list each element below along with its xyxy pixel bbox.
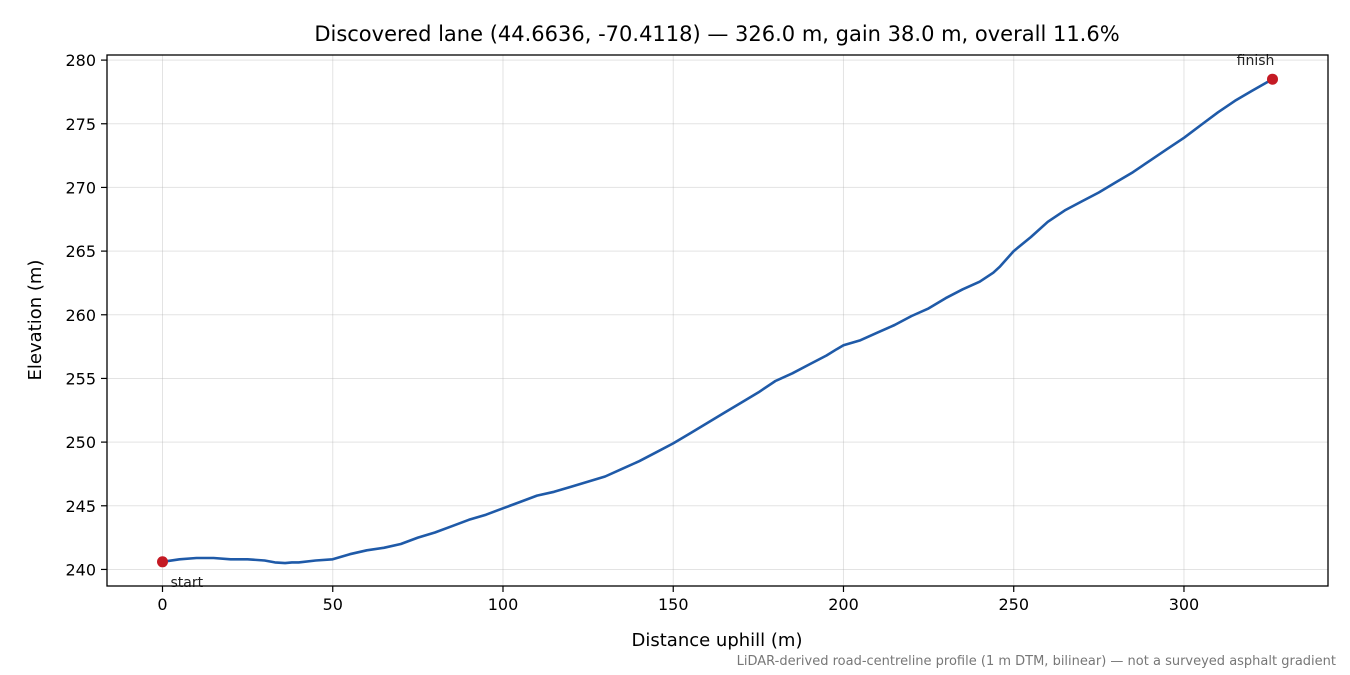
y-tick-label: 270	[65, 178, 96, 197]
x-tick-label: 0	[157, 595, 167, 614]
axis-ticks: 0 50 100 150 200 250 300 240 245 250 255 260 265 270 2…	[65, 51, 1199, 614]
y-tick-label: 250	[65, 433, 96, 452]
x-tick-label: 200	[828, 595, 859, 614]
y-tick-label: 255	[65, 369, 96, 388]
elevation-line	[162, 78, 1274, 565]
finish-label: finish	[1237, 53, 1275, 69]
start-marker	[157, 556, 168, 568]
plot-frame	[106, 54, 1329, 587]
y-tick-label: 260	[65, 306, 96, 325]
start-label: start	[171, 575, 204, 591]
x-axis-label: Distance uphill (m)	[632, 630, 803, 651]
y-tick-label: 280	[65, 51, 96, 70]
x-tick-label: 250	[998, 595, 1029, 614]
grid	[107, 55, 1328, 586]
series: start finish	[157, 53, 1278, 591]
x-tick-label: 300	[1169, 595, 1200, 614]
y-tick-label: 275	[65, 115, 96, 134]
finish-marker	[1267, 73, 1278, 85]
y-tick-label: 245	[65, 497, 96, 516]
x-tick-label: 100	[488, 595, 519, 614]
x-tick-label: 50	[323, 595, 343, 614]
chart-title: Discovered lane (44.6636, -70.4118) — 32…	[314, 22, 1119, 46]
y-axis-label: Elevation (m)	[25, 260, 46, 381]
x-tick-label: 150	[658, 595, 689, 614]
y-tick-label: 240	[65, 560, 96, 579]
y-tick-label: 265	[65, 242, 96, 261]
footnote: LiDAR-derived road-centreline profile (1…	[737, 654, 1336, 669]
